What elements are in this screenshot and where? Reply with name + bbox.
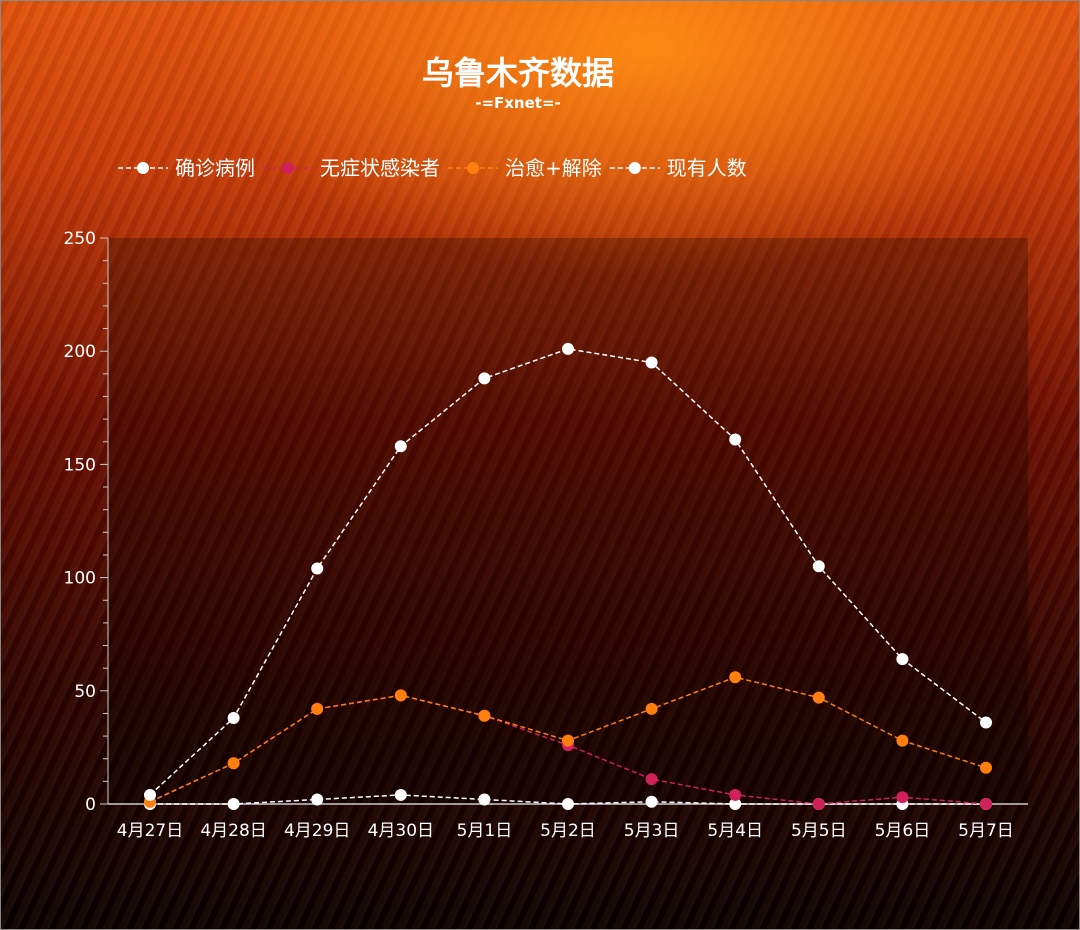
data-point — [896, 791, 909, 804]
y-tick-label: 0 — [85, 795, 96, 815]
data-point — [645, 356, 658, 369]
data-point — [896, 653, 909, 666]
x-tick-label: 5月5日 — [791, 821, 847, 841]
y-tick-label: 250 — [64, 229, 96, 249]
data-point — [729, 788, 742, 801]
data-point — [980, 798, 992, 810]
legend: 确诊病例 无症状感染者 治愈+解除 现有人数 — [118, 156, 747, 180]
legend-marker — [137, 162, 149, 174]
data-point — [645, 702, 658, 715]
legend-label: 现有人数 — [667, 156, 747, 180]
data-point — [311, 793, 324, 806]
data-point — [478, 372, 491, 385]
x-tick-label: 4月27日 — [117, 821, 183, 841]
legend-item[interactable]: 无症状感染者 — [263, 156, 440, 180]
data-point — [729, 433, 742, 446]
data-point — [227, 798, 240, 810]
data-point — [311, 562, 324, 575]
data-point — [144, 788, 156, 801]
data-point — [645, 773, 658, 786]
legend-marker — [467, 162, 479, 174]
data-point — [812, 691, 825, 704]
data-point — [562, 734, 574, 747]
y-tick-label: 50 — [74, 682, 96, 702]
data-point — [729, 798, 742, 810]
legend-item[interactable]: 现有人数 — [609, 156, 747, 180]
data-point — [311, 702, 324, 715]
series-line — [149, 348, 987, 796]
data-point — [394, 689, 407, 702]
legend-label: 确诊病例 — [175, 156, 255, 180]
x-tick-label: 4月28日 — [200, 821, 266, 841]
legend-label: 无症状感染者 — [320, 156, 440, 180]
x-tick-label: 5月3日 — [624, 821, 680, 841]
x-tick-label: 5月2日 — [540, 821, 596, 841]
legend-marker — [282, 162, 294, 174]
data-point — [812, 798, 825, 810]
legend-marker — [628, 162, 641, 174]
data-point — [645, 795, 658, 808]
chart-title: 乌鲁木齐数据 — [422, 54, 614, 92]
plot-area — [108, 238, 1028, 804]
legend-item[interactable]: 治愈+解除 — [448, 156, 602, 180]
x-tick-label: 5月6日 — [875, 821, 931, 841]
data-point — [980, 716, 992, 729]
data-point — [729, 671, 742, 684]
series-4 — [144, 342, 992, 801]
y-tick-label: 200 — [64, 342, 96, 362]
y-tick-label: 150 — [64, 455, 96, 475]
legend-label: 治愈+解除 — [505, 156, 602, 180]
data-point — [227, 711, 240, 724]
data-point — [227, 757, 240, 770]
x-tick-label: 5月7日 — [958, 821, 1014, 841]
y-tick-label: 100 — [64, 569, 96, 589]
x-tick-label: 5月1日 — [457, 821, 513, 841]
chart-subtitle: -=Fxnet=- — [475, 94, 561, 112]
data-point — [980, 761, 992, 774]
legend-item[interactable]: 确诊病例 — [118, 156, 255, 180]
data-point — [562, 342, 574, 355]
x-tick-label: 4月29日 — [284, 821, 350, 841]
x-tick-label: 5月4日 — [707, 821, 763, 841]
data-point — [394, 440, 407, 453]
data-point — [478, 793, 491, 806]
data-point — [478, 709, 491, 722]
data-point — [394, 788, 407, 801]
series-3 — [144, 671, 992, 808]
series-group — [144, 342, 992, 810]
data-point — [812, 560, 825, 573]
x-tick-label: 4月30日 — [368, 821, 434, 841]
data-point — [562, 798, 574, 810]
data-point — [896, 734, 909, 747]
